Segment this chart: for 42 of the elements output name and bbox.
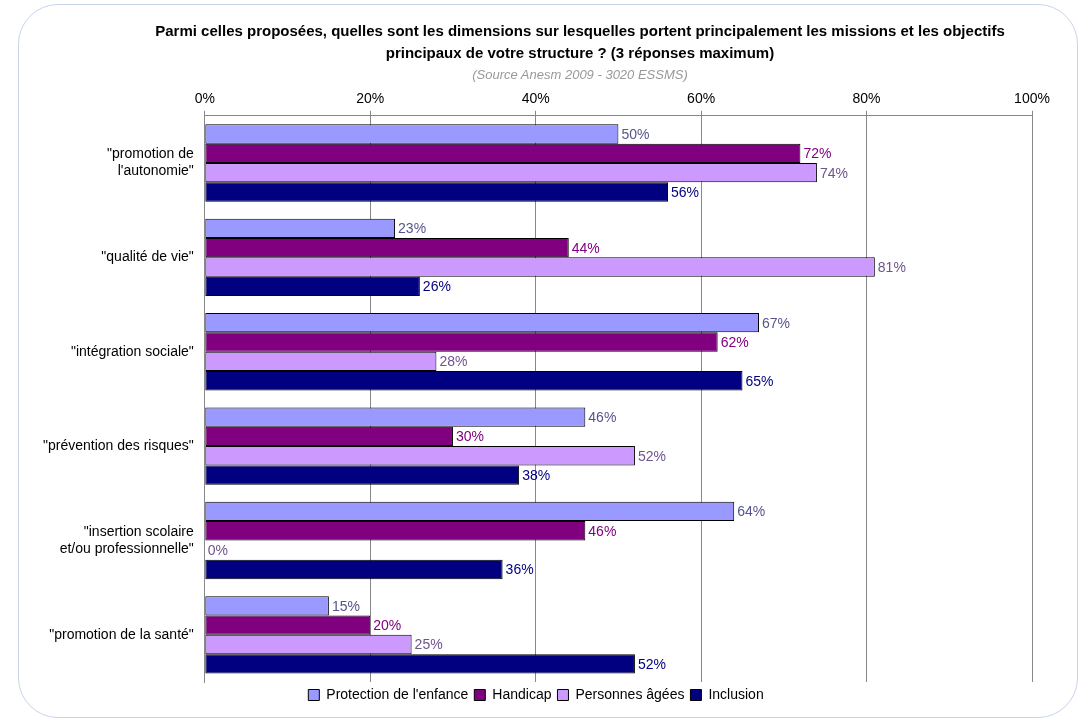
data-label: 36% [505, 561, 534, 578]
data-label: 46% [588, 522, 617, 539]
data-label: 0% [207, 541, 229, 558]
data-label: 52% [637, 655, 666, 672]
data-label: 44% [571, 239, 600, 256]
y-tick-label: "insertion scolaire et/ou professionnelle" [59, 522, 194, 556]
x-tick-label: 40% [521, 90, 550, 107]
data-label: 65% [745, 372, 774, 389]
data-label: 30% [455, 428, 484, 445]
data-label: 20% [373, 617, 402, 633]
data-label: 81% [877, 258, 906, 275]
data-label: 52% [637, 447, 666, 464]
chart-subtitle: (Source Anesm 2009 - 3020 ESSMS) [471, 67, 689, 82]
x-tick-label: 0% [194, 90, 215, 107]
data-label: 67% [762, 314, 791, 331]
x-tick-label: 60% [687, 90, 716, 107]
data-label: 28% [439, 353, 468, 370]
data-label: 74% [819, 164, 848, 181]
chart-title: Parmi celles proposées, quelles sont les dimensions sur lesquelles portent principalement les missions et les objectifs principaux de votre structure ? (3 réponses maximum) [154, 21, 1006, 63]
x-tick-label: 80% [852, 90, 881, 107]
data-label: 62% [720, 333, 749, 350]
data-label: 46% [588, 408, 617, 425]
data-label: 50% [621, 125, 650, 142]
legend-label: Handicap [492, 685, 552, 702]
y-tick-label: "qualité de vie" [101, 248, 194, 265]
data-label: 15% [331, 597, 360, 614]
y-tick-label: "intégration sociale" [71, 342, 194, 359]
legend-label: Personnes âgées [575, 685, 685, 702]
y-tick-label: "prévention des risques" [42, 436, 194, 453]
data-label: 38% [522, 466, 551, 483]
y-tick-label: "promotion de la santé" [49, 625, 194, 642]
data-label: 72% [803, 145, 832, 162]
legend-label: Protection de l'enfance [326, 685, 469, 702]
y-tick-label: "promotion de l'autonomie" [107, 145, 195, 179]
data-label: 26% [422, 278, 451, 295]
data-label: 25% [414, 636, 443, 653]
data-label: 23% [398, 220, 427, 237]
data-label: 56% [671, 183, 700, 200]
x-tick-label: 20% [356, 90, 385, 107]
legend-label: Inclusion [708, 685, 764, 702]
x-tick-label: 100% [1014, 90, 1050, 107]
data-label: 64% [737, 503, 766, 520]
